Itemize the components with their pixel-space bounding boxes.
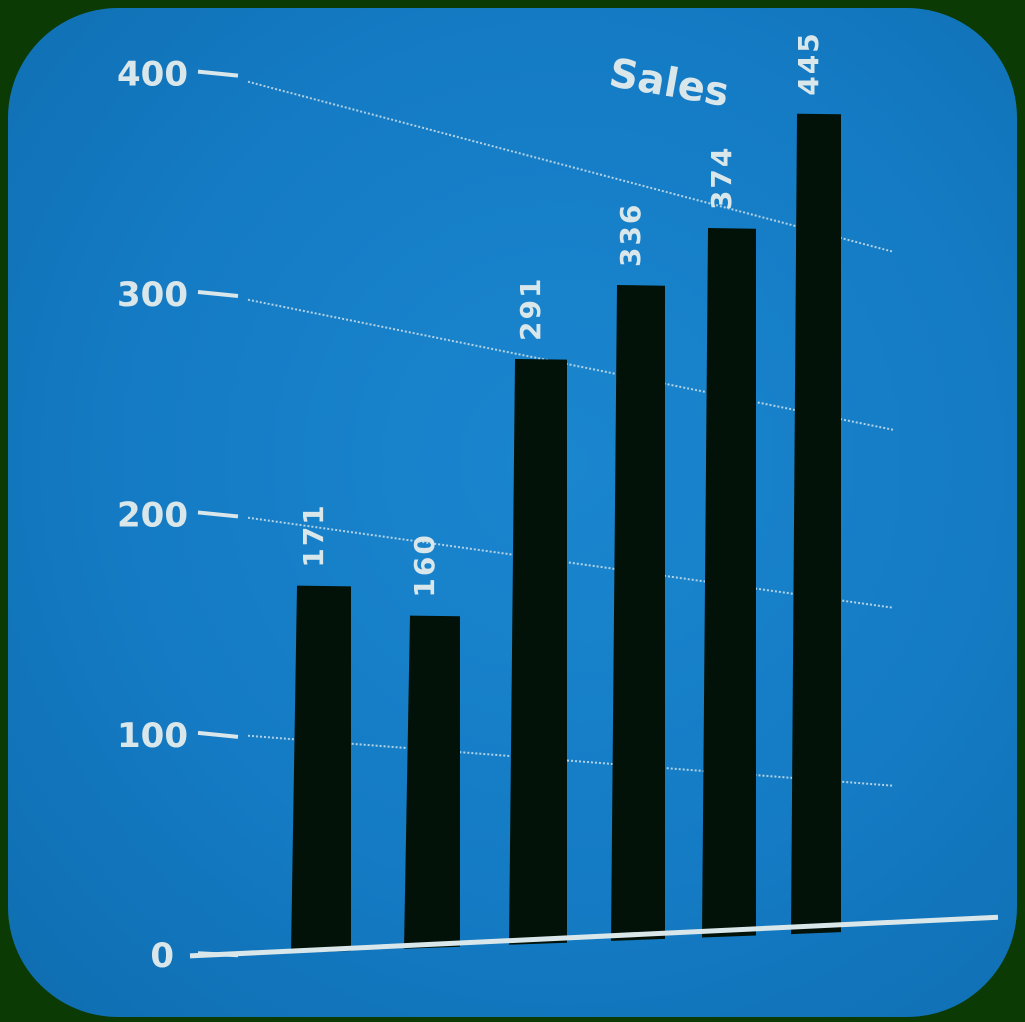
gridline-200: [247, 516, 894, 609]
axes-group: 0 100 200 300 400: [117, 55, 999, 976]
chart-title: Sales: [606, 50, 733, 116]
y-tick-label-200: 200: [117, 495, 188, 535]
y-tick-label-100: 100: [117, 716, 188, 756]
bar-6: [791, 113, 841, 935]
bar-1: [291, 585, 351, 953]
x-axis-baseline: [189, 914, 999, 959]
sales-bar-chart: 171 160 291 336 374 445 0 100 200 300 400 Sales: [117, 31, 999, 976]
bar-3: [509, 358, 567, 945]
y-tick-mark-300: [197, 290, 239, 299]
gridline-400: [247, 80, 894, 253]
bar-5: [702, 228, 756, 938]
y-tick-label-400: 400: [117, 55, 188, 95]
bar-2: [404, 615, 460, 949]
gridlines: [247, 80, 894, 787]
value-label-3: 291: [514, 277, 547, 341]
y-tick-mark-200: [197, 510, 239, 519]
y-tick-mark-400: [197, 69, 239, 78]
bars-group: 171 160 291 336 374 445: [291, 31, 841, 953]
y-tick-label-300: 300: [117, 275, 188, 315]
y-tick-mark-100: [197, 730, 239, 739]
gridline-300: [247, 298, 894, 431]
value-label-2: 160: [408, 533, 441, 597]
chart-frame: 171 160 291 336 374 445 0 100 200 300 400 Sales: [8, 8, 1017, 1017]
value-label-4: 336: [614, 203, 647, 267]
value-label-1: 171: [297, 503, 330, 567]
y-tick-label-0: 0: [150, 936, 174, 976]
bar-4: [611, 285, 665, 941]
value-label-5: 374: [705, 146, 738, 210]
value-label-6: 445: [792, 31, 825, 95]
